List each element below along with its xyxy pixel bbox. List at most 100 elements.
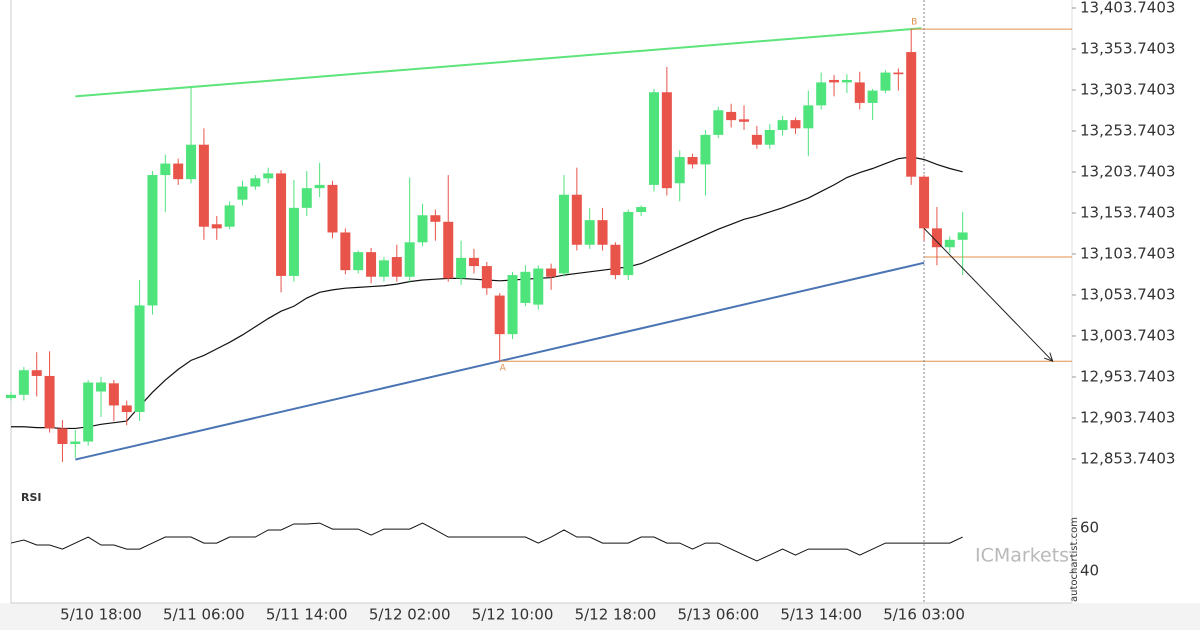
candle-body [507,275,518,335]
candle-body [288,207,299,276]
candle-body [674,157,685,184]
candle-body [854,82,865,103]
candle-body [468,257,479,267]
y-tick-label: 12,853.7403 [1080,449,1175,467]
candle-body [957,232,968,240]
candle-body [764,129,775,145]
candle-body [198,144,209,227]
candle-body [224,205,235,227]
candle-body [301,188,312,208]
candle-body [276,173,287,276]
candle-body [186,144,197,180]
candle-body [700,134,711,165]
x-tick-label: 5/13 14:00 [780,606,862,624]
candle-body [841,79,852,83]
candle-body [751,134,762,145]
y-tick-label: 13,403.7403 [1080,0,1175,17]
candle-body [391,257,402,277]
candle-body [160,163,171,176]
candle-body [70,441,81,445]
rsi-label: RSI [21,491,42,504]
candle-body [417,215,428,243]
candle-body [96,382,107,392]
candle-body [250,178,261,187]
candle-body [456,257,467,279]
watermark: autochartist.com [1069,517,1080,602]
candle-body [546,268,557,277]
y-tick-label: 13,003.7403 [1080,326,1175,344]
rsi-tick-label: 60 [1080,519,1099,537]
candle-body [790,120,801,129]
y-tick-label: 13,103.7403 [1080,244,1175,262]
candle-body [237,186,248,200]
candle-body [263,173,274,179]
candle-body [649,92,659,185]
candle-body [378,260,389,277]
candle-body [31,370,42,376]
level-label: A [500,364,507,374]
forecast-arrow [923,228,1054,362]
x-tick-label: 5/12 02:00 [369,606,451,624]
y-tick-label: 13,253.7403 [1080,121,1175,139]
candle-body [739,119,750,122]
candle-body [867,90,878,103]
rsi-line [10,522,963,562]
x-axis-band [0,603,1200,630]
candle-body [327,184,338,233]
candle-body [443,221,454,279]
candle-body [520,271,531,303]
candle-body [636,207,647,212]
candle-body [906,52,917,177]
candle-body [687,157,698,165]
candle-body [211,224,222,229]
candle-body [353,252,364,271]
candle-body [558,194,569,274]
rsi-tick-label: 40 [1080,561,1099,579]
x-tick-label: 5/12 18:00 [575,606,657,624]
candle-body [481,266,492,289]
candle-body [661,92,672,189]
candle-body [610,244,621,276]
candle-body [597,220,608,245]
candle-body [57,428,68,445]
candle-body [430,215,441,222]
candle-body [494,295,505,335]
y-tick-label: 13,153.7403 [1080,203,1175,221]
brand-logo: ICMarkets [975,545,1069,567]
y-tick-label: 12,953.7403 [1080,367,1175,385]
candle-body [173,163,184,180]
candle-body [533,268,544,305]
candle-body [803,105,814,129]
x-tick-label: 5/13 06:00 [677,606,759,624]
y-tick-label: 12,903.7403 [1080,408,1175,426]
candle-body [829,79,840,83]
candle-body [816,82,827,106]
x-tick-label: 5/16 03:00 [883,606,965,624]
candle-body [18,370,29,395]
candle-body [121,405,132,413]
candle-body [931,228,942,248]
candle-body [880,72,891,91]
y-tick-label: 13,303.7403 [1080,80,1175,98]
x-tick-label: 5/11 14:00 [266,606,348,624]
candle-body [108,383,119,406]
candle-body [340,232,351,271]
x-tick-label: 5/12 10:00 [472,606,554,624]
trend-line [75,27,922,98]
level-label: B [911,18,917,28]
candle-body [6,394,16,399]
y-tick-label: 13,353.7403 [1080,39,1175,57]
candle-body [83,382,94,442]
candle-body [366,252,377,277]
candle-body [893,72,904,75]
candle-body [944,239,955,248]
candle-body [623,211,634,276]
candle-body [713,110,724,135]
candle-body [571,194,582,245]
candle-body [404,242,415,277]
candle-body [147,175,158,306]
candle-body [44,375,55,429]
candle-body [919,176,930,229]
